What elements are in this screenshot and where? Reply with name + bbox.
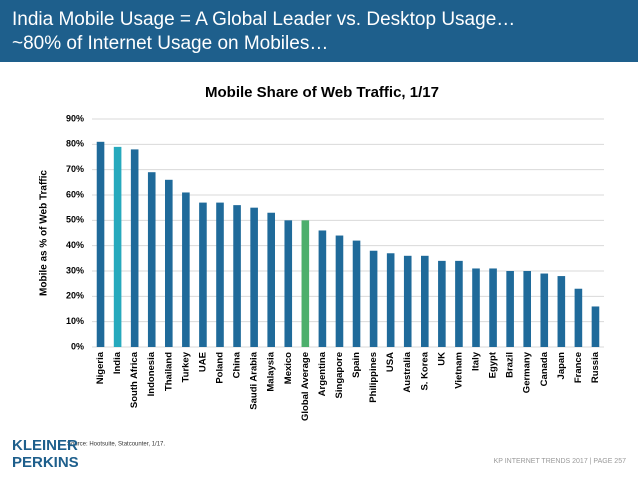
x-tick-label: Spain (351, 352, 362, 378)
x-tick-label: Turkey (180, 351, 191, 382)
chart-title: Mobile Share of Web Traffic, 1/17 (205, 84, 439, 101)
y-tick-label: 80% (66, 139, 84, 149)
bar (523, 271, 531, 347)
x-tick-label: Vietnam (453, 352, 464, 389)
x-tick-label: Malaysia (266, 351, 277, 391)
bar (96, 141, 105, 347)
footer: KP INTERNET TRENDS 2017 | PAGE 257 (494, 458, 627, 465)
bar (250, 207, 258, 347)
x-tick-label: Japan (556, 352, 567, 380)
header-line: India Mobile Usage = A Global Leader vs.… (12, 9, 515, 30)
y-tick-label: 60% (66, 189, 84, 199)
x-tick-label: Thailand (163, 352, 174, 391)
bar (267, 212, 275, 347)
bar (455, 260, 463, 347)
y-tick-label: 40% (66, 240, 84, 250)
x-tick-label: Singapore (334, 352, 345, 398)
x-tick-label: India (112, 351, 123, 374)
x-tick-label: Brazil (505, 352, 516, 378)
bar (182, 192, 190, 347)
bar (147, 172, 156, 347)
logo: PERKINS (12, 454, 79, 471)
x-tick-label: Italy (471, 351, 482, 371)
x-tick-label: UK (436, 352, 447, 366)
x-tick-label: Canada (539, 351, 550, 386)
bar (489, 268, 497, 347)
x-tick-label: South Africa (129, 351, 140, 408)
bar (506, 271, 514, 347)
bar (284, 220, 293, 347)
bar (403, 255, 412, 347)
bar (130, 149, 139, 347)
x-tick-label: Russia (590, 351, 601, 383)
x-tick-label: UAE (197, 352, 208, 372)
bar (540, 273, 549, 347)
logo: KLEINER (12, 437, 78, 454)
y-tick-label: 50% (66, 215, 84, 225)
x-tick-label: Saudi Arabia (249, 351, 260, 409)
x-tick-label: Indonesia (146, 351, 157, 396)
bar (318, 230, 327, 347)
bar (352, 240, 361, 347)
x-tick-label: S. Korea (419, 351, 430, 390)
bar (216, 202, 224, 347)
y-tick-label: 90% (66, 113, 84, 123)
y-tick-label: 70% (66, 164, 84, 174)
bar (335, 235, 344, 347)
bar (421, 255, 429, 347)
x-tick-label: Mexico (283, 352, 294, 384)
x-tick-label: Egypt (488, 351, 499, 378)
x-tick-label: France (573, 352, 584, 383)
bar (113, 146, 122, 347)
bar (438, 260, 446, 347)
bar (165, 179, 173, 347)
x-tick-label: China (232, 351, 243, 378)
x-tick-label: Global Average (300, 352, 311, 421)
bar (557, 276, 566, 347)
y-tick-label: 20% (66, 291, 84, 301)
bar (591, 306, 600, 347)
source: Source: Hootsuite, Statcounter, 1/17. (67, 442, 165, 448)
y-tick-label: 0% (71, 341, 84, 351)
bar (574, 288, 583, 347)
x-tick-label: Argentina (317, 351, 328, 396)
x-tick-label: Germany (522, 351, 533, 393)
header-line: ~80% of Internet Usage on Mobiles… (12, 33, 328, 54)
bar (386, 253, 395, 347)
bar (233, 205, 241, 347)
bar (472, 268, 480, 347)
x-tick-label: Australia (402, 351, 413, 392)
x-tick-label: USA (385, 352, 396, 372)
y-tick-label: 30% (66, 265, 84, 275)
y-axis-label: Mobile as % of Web Traffic (39, 170, 50, 296)
bar (369, 250, 378, 347)
x-tick-label: Nigeria (95, 351, 106, 384)
bar (199, 202, 207, 347)
y-tick-label: 10% (66, 316, 84, 326)
bar (301, 220, 310, 347)
x-tick-label: Philippines (368, 352, 379, 403)
x-tick-label: Poland (215, 352, 226, 384)
header-band (0, 0, 638, 62)
